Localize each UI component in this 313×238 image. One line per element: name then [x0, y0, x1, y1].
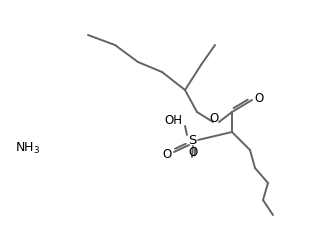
Text: O: O [209, 111, 218, 124]
Text: S: S [188, 134, 196, 147]
Text: O: O [188, 147, 198, 159]
Text: O: O [254, 93, 264, 105]
Text: OH: OH [164, 114, 182, 127]
Text: NH$_3$: NH$_3$ [15, 140, 41, 156]
Text: O: O [162, 148, 172, 160]
